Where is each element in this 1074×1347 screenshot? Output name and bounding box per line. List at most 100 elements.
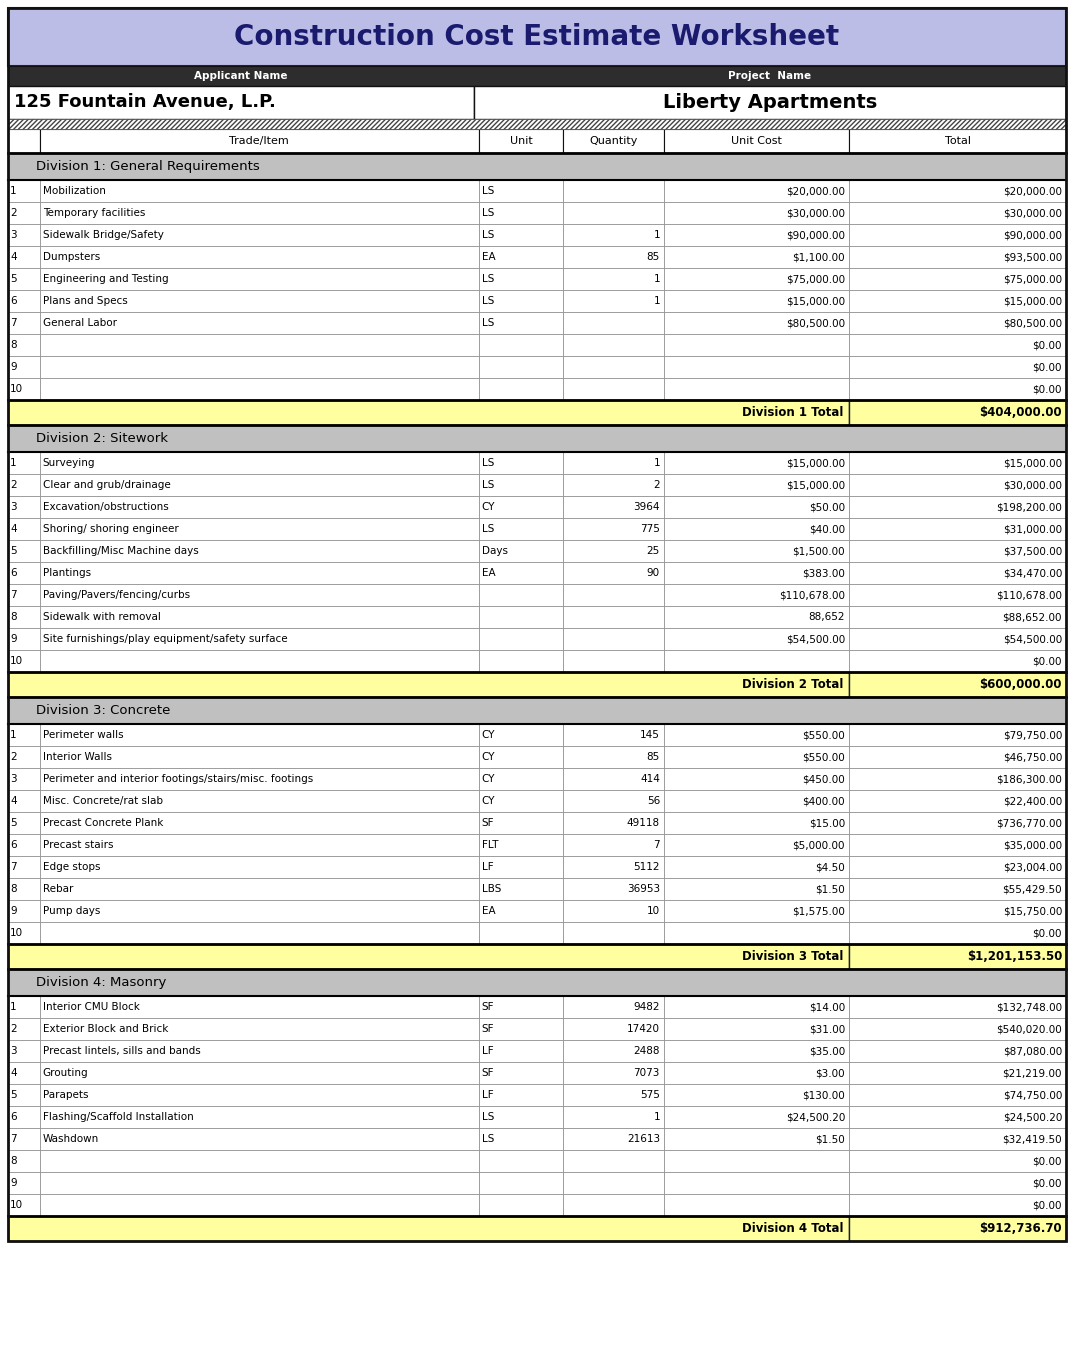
Text: SF: SF [482, 818, 494, 828]
Bar [850, 334, 1066, 356]
Bar [8, 696, 1066, 723]
Bar [8, 1193, 40, 1216]
Text: 85: 85 [647, 752, 659, 762]
Text: $31,000.00: $31,000.00 [1003, 524, 1062, 533]
Bar [479, 768, 564, 789]
Bar [479, 855, 564, 878]
Text: Clear and grub/drainage: Clear and grub/drainage [43, 480, 171, 490]
Text: $404,000.00: $404,000.00 [979, 405, 1062, 419]
Bar [564, 746, 664, 768]
Text: 1: 1 [653, 296, 659, 306]
Text: 6: 6 [10, 568, 16, 578]
Bar [8, 1106, 40, 1127]
Bar [664, 812, 850, 834]
Bar [664, 1084, 850, 1106]
Bar [8, 651, 40, 672]
Text: Precast lintels, sills and bands: Precast lintels, sills and bands [43, 1047, 201, 1056]
Bar [474, 86, 1066, 119]
Text: $55,429.50: $55,429.50 [1002, 884, 1062, 894]
Bar [850, 1216, 1066, 1241]
Bar [40, 768, 479, 789]
Text: 1: 1 [10, 1002, 16, 1012]
Text: Interior Walls: Interior Walls [43, 752, 112, 762]
Text: SF: SF [482, 1068, 494, 1078]
Bar [850, 519, 1066, 540]
Bar [8, 878, 40, 900]
Text: 6: 6 [10, 1113, 16, 1122]
Bar [564, 540, 664, 562]
Text: $110,678.00: $110,678.00 [779, 590, 845, 599]
Text: $30,000.00: $30,000.00 [786, 207, 845, 218]
Bar [8, 1216, 850, 1241]
Text: $54,500.00: $54,500.00 [1003, 634, 1062, 644]
Text: $24,500.20: $24,500.20 [786, 1113, 845, 1122]
Text: $0.00: $0.00 [1032, 928, 1062, 938]
Bar [40, 562, 479, 585]
Bar [40, 129, 479, 154]
Bar [564, 268, 664, 290]
Bar [850, 1172, 1066, 1193]
Bar [664, 768, 850, 789]
Bar [564, 379, 664, 400]
Bar [40, 834, 479, 855]
Bar [8, 968, 1066, 995]
Bar [664, 313, 850, 334]
Text: Plans and Specs: Plans and Specs [43, 296, 128, 306]
Bar [850, 651, 1066, 672]
Bar [564, 1172, 664, 1193]
Bar [40, 1084, 479, 1106]
Bar [8, 334, 40, 356]
Text: $0.00: $0.00 [1032, 339, 1062, 350]
Text: 575: 575 [640, 1090, 659, 1100]
Text: $1,100.00: $1,100.00 [793, 252, 845, 263]
Text: $1.50: $1.50 [815, 1134, 845, 1144]
Bar [664, 356, 850, 379]
Bar [479, 878, 564, 900]
Bar [8, 585, 40, 606]
Bar [564, 290, 664, 313]
Bar [40, 878, 479, 900]
Text: $37,500.00: $37,500.00 [1003, 546, 1062, 556]
Bar [8, 268, 40, 290]
Bar [564, 900, 664, 921]
Bar [479, 1018, 564, 1040]
Bar [564, 562, 664, 585]
Bar [850, 290, 1066, 313]
Text: LS: LS [482, 318, 494, 329]
Text: Division 3 Total: Division 3 Total [742, 950, 843, 963]
Text: $0.00: $0.00 [1032, 362, 1062, 372]
Text: LS: LS [482, 296, 494, 306]
Bar [564, 789, 664, 812]
Bar [40, 1018, 479, 1040]
Text: 2: 2 [10, 752, 16, 762]
Bar [850, 1018, 1066, 1040]
Bar [564, 129, 664, 154]
Text: $32,419.50: $32,419.50 [1002, 1134, 1062, 1144]
Text: 5: 5 [10, 818, 16, 828]
Bar [664, 290, 850, 313]
Bar [8, 247, 40, 268]
Bar [8, 154, 1066, 180]
Bar [564, 496, 664, 519]
Text: 145: 145 [640, 730, 659, 740]
Bar [40, 1172, 479, 1193]
Bar [664, 900, 850, 921]
Bar [664, 878, 850, 900]
Bar [8, 119, 1066, 129]
Bar [850, 900, 1066, 921]
Bar [8, 921, 40, 944]
Text: 6: 6 [10, 296, 16, 306]
Bar [8, 812, 40, 834]
Bar [40, 1150, 479, 1172]
Text: 4: 4 [10, 524, 16, 533]
Text: Precast Concrete Plank: Precast Concrete Plank [43, 818, 163, 828]
Text: 775: 775 [640, 524, 659, 533]
Text: EA: EA [482, 568, 495, 578]
Bar [850, 878, 1066, 900]
Bar [850, 723, 1066, 746]
Bar [8, 900, 40, 921]
Text: 5: 5 [10, 273, 16, 284]
Bar [8, 8, 1066, 66]
Text: LS: LS [482, 458, 494, 467]
Bar [850, 672, 1066, 696]
